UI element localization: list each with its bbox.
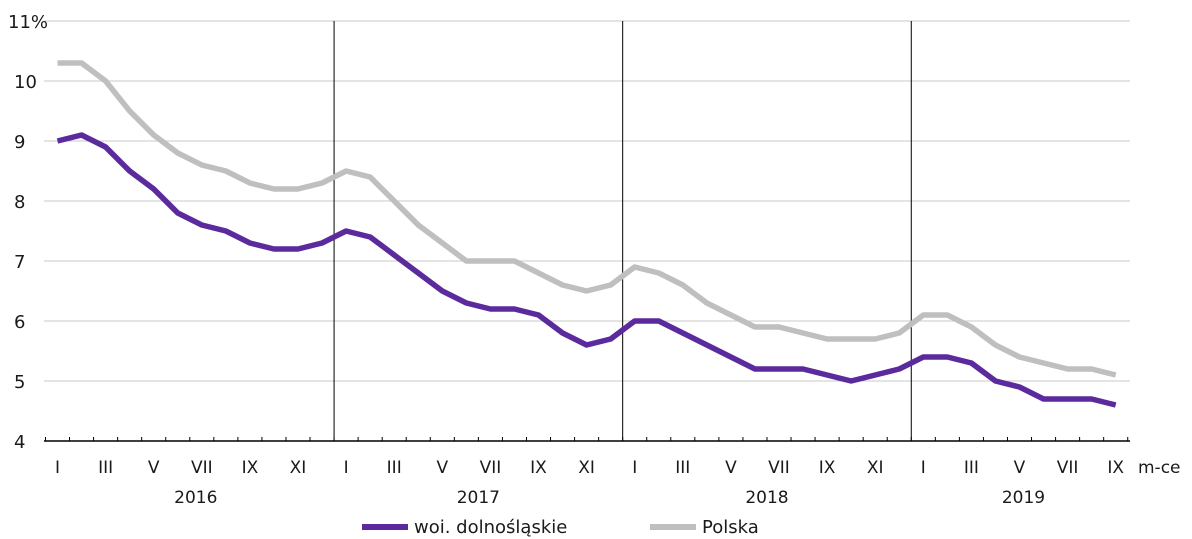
- month-tick-label: XI: [867, 458, 884, 478]
- y-tick-label: 7: [14, 252, 25, 273]
- y-tick-label: 8: [14, 192, 25, 213]
- horizontal-grid: [44, 20, 1130, 382]
- month-tick-label: VII: [191, 458, 213, 478]
- month-tick-label: IX: [530, 458, 547, 478]
- year-label: 2017: [457, 488, 500, 508]
- month-tick-label: III: [964, 458, 979, 478]
- month-tick-label: V: [1014, 458, 1026, 478]
- month-tick-label: IX: [1107, 458, 1124, 478]
- month-tick-label: VII: [480, 458, 502, 478]
- y-tick-label: 6: [14, 312, 25, 333]
- year-label: 2016: [174, 488, 217, 508]
- month-tick-label: XI: [290, 458, 307, 478]
- year-label: 2018: [745, 488, 788, 508]
- month-tick-label: XI: [578, 458, 595, 478]
- legend-label: Polska: [702, 517, 759, 538]
- year-separators: [333, 21, 912, 441]
- y-tick-label: 11%: [8, 12, 48, 33]
- x-axis: [44, 437, 1130, 442]
- month-tick-label: I: [55, 458, 60, 478]
- legend: woi. dolnośląskie Polska: [362, 517, 759, 538]
- month-tick-label: V: [148, 458, 160, 478]
- month-tick-label: III: [387, 458, 402, 478]
- month-tick-label: I: [344, 458, 349, 478]
- series-line-polska: [57, 60, 1117, 378]
- month-tick-label: VII: [1057, 458, 1079, 478]
- month-tick-label: IX: [819, 458, 836, 478]
- y-tick-label: 10: [14, 72, 37, 93]
- month-tick-label: VII: [768, 458, 790, 478]
- month-tick-label: V: [436, 458, 448, 478]
- month-tick-label: I: [921, 458, 926, 478]
- month-tick-label: I: [632, 458, 637, 478]
- legend-label: woi. dolnośląskie: [414, 517, 567, 538]
- month-tick-label: III: [675, 458, 690, 478]
- month-tick-label: V: [725, 458, 737, 478]
- month-tick-label: IX: [242, 458, 259, 478]
- y-tick-label: 9: [14, 132, 25, 153]
- x-axis-label: m-ce: [1138, 458, 1181, 478]
- series-line-dolnoslaskie: [56, 132, 1117, 408]
- series-lines: [56, 60, 1117, 408]
- month-tick-label: III: [98, 458, 113, 478]
- y-tick-label: 4: [14, 432, 25, 453]
- y-tick-labels: 4 5 6 7 8 9 10 11%: [8, 12, 48, 453]
- y-tick-label: 5: [14, 372, 25, 393]
- year-label: 2019: [1002, 488, 1045, 508]
